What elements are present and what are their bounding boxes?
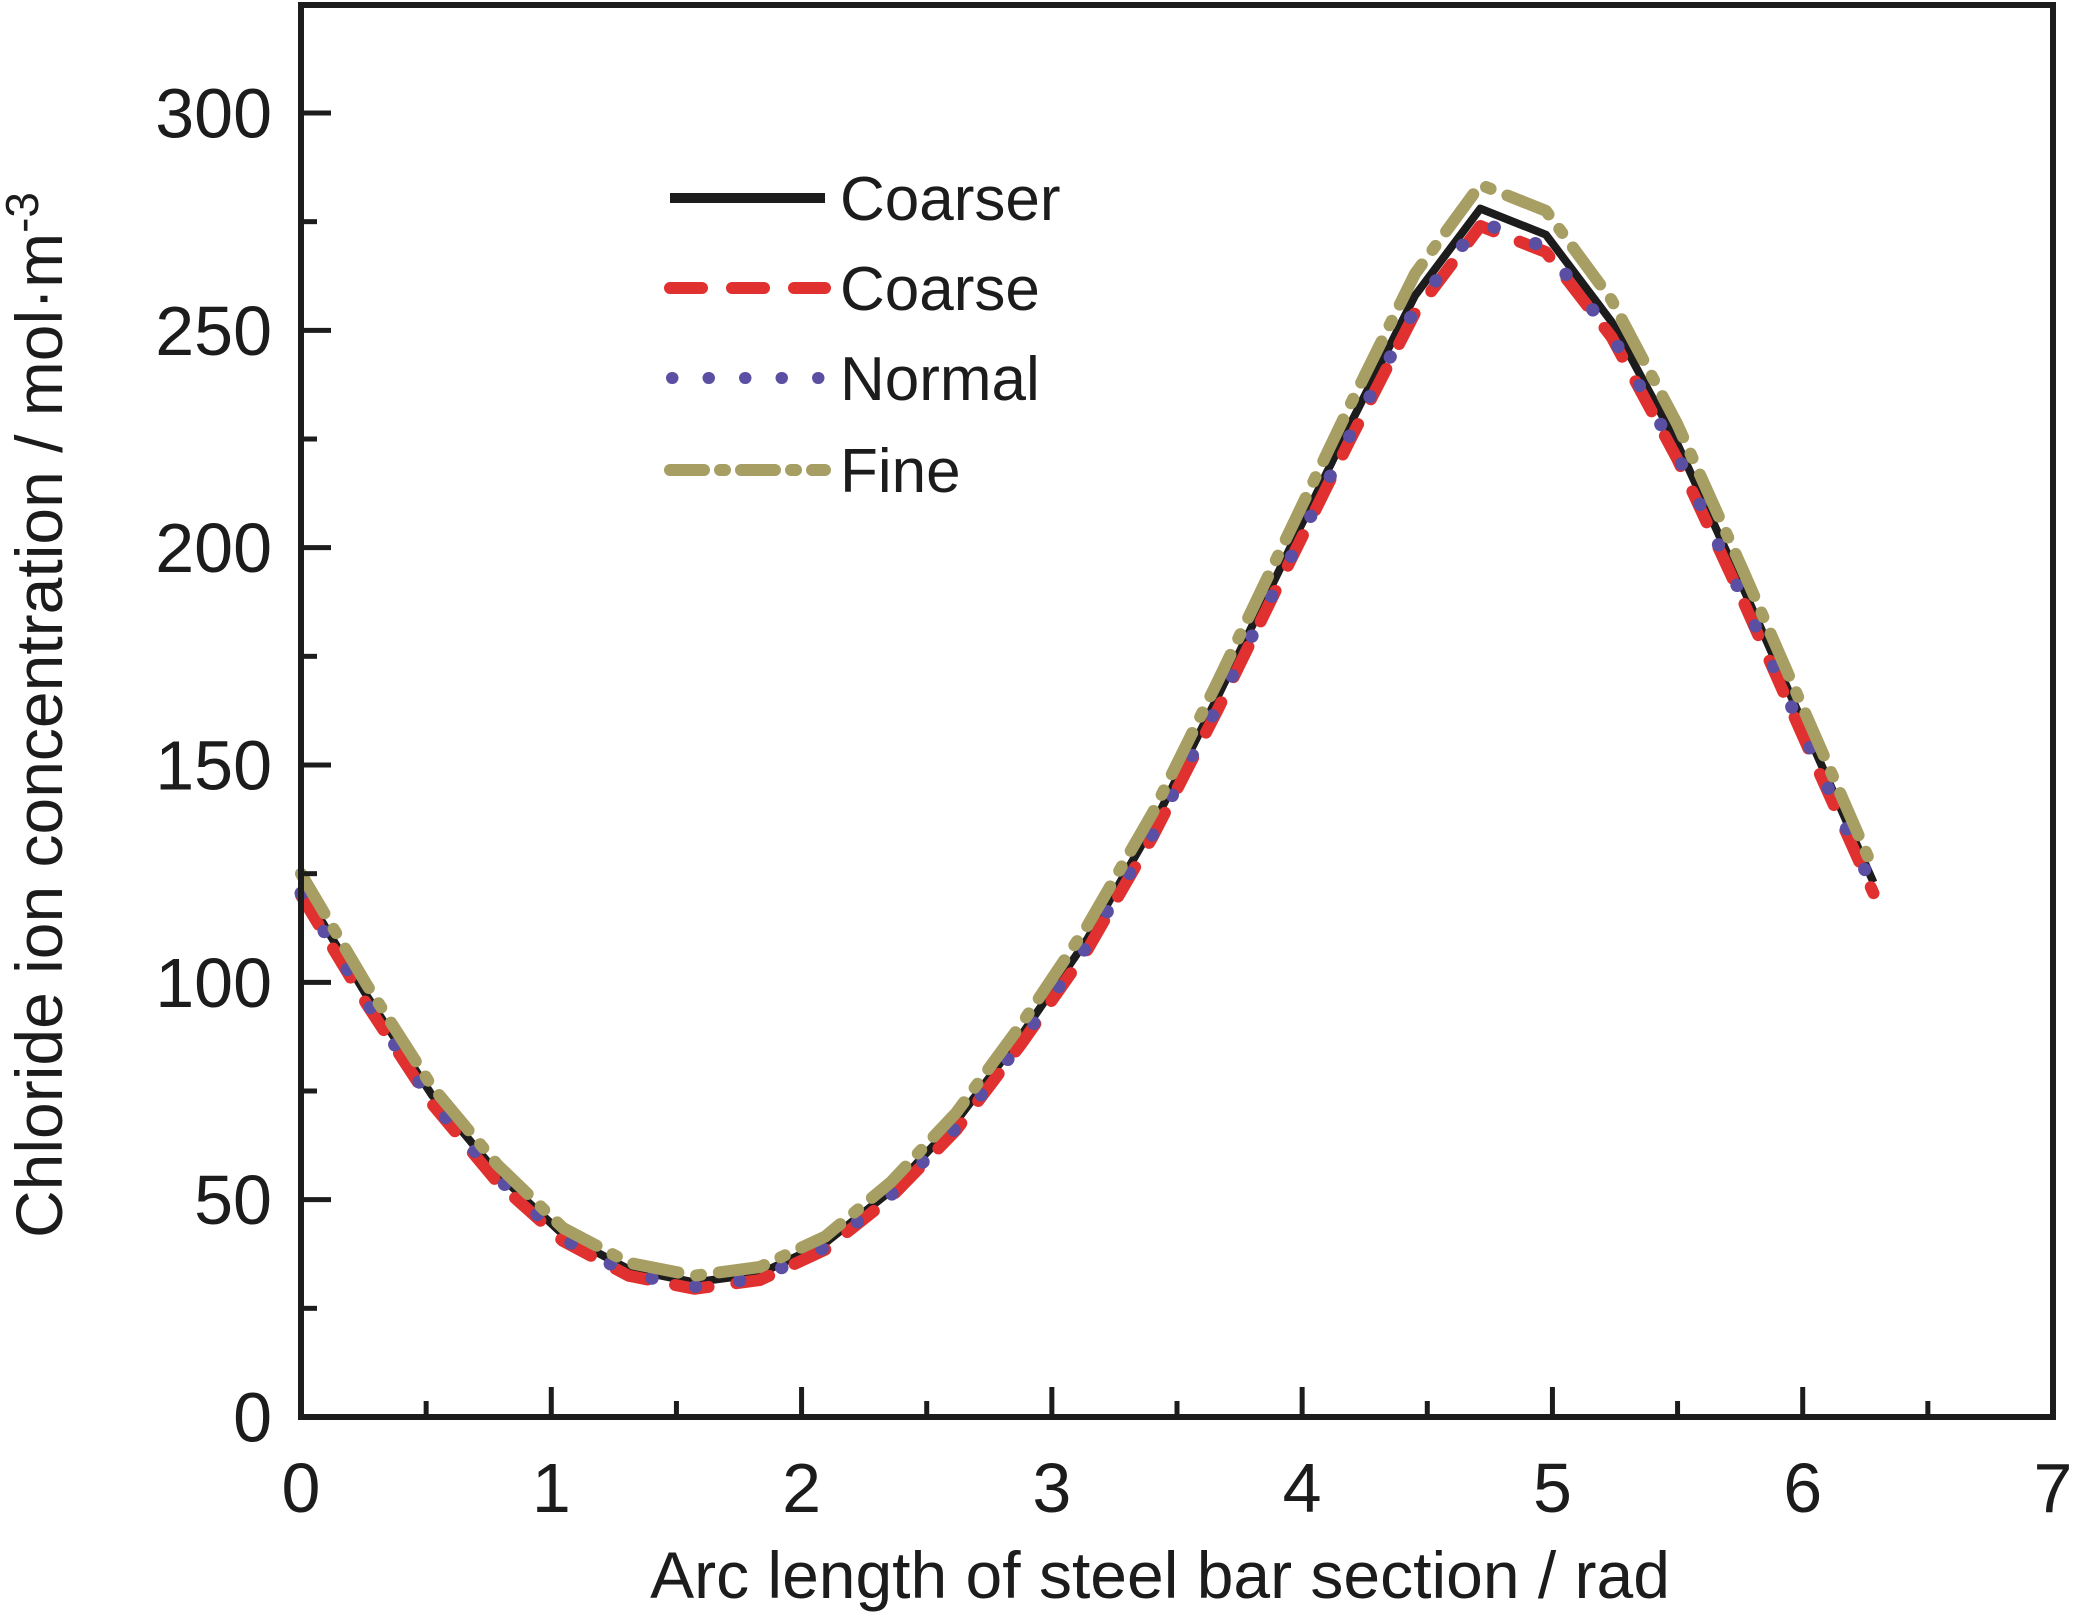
- x-tick-label: 3: [1032, 1449, 1071, 1527]
- x-tick-label: 5: [1533, 1449, 1572, 1527]
- x-axis-title: Arc length of steel bar section / rad: [650, 1538, 1670, 1612]
- series-line-coarser: [297, 204, 1878, 1287]
- legend-label-normal: Normal: [840, 345, 1040, 414]
- x-axis-ticks: [298, 1387, 2056, 1417]
- legend: Coarser Coarse Normal Fine: [664, 165, 1061, 506]
- y-tick-label: 100: [155, 944, 272, 1022]
- y-tick-label: 300: [155, 75, 272, 153]
- series-line-fine: [295, 178, 1880, 1282]
- y-tick-label: 250: [155, 292, 272, 370]
- legend-label-coarser: Coarser: [840, 165, 1061, 234]
- x-tick-label: 1: [532, 1449, 571, 1527]
- y-tick-labels: 0 50 100 150 200 250 300: [155, 75, 272, 1457]
- y-axis-title: Chloride ion concentration / mol·m-3: [0, 192, 76, 1238]
- series-line-normal: [294, 215, 1880, 1294]
- y-tick-label: 200: [155, 509, 272, 587]
- y-axis-title-superscript: -3: [0, 192, 48, 233]
- x-tick-label: 2: [782, 1449, 821, 1527]
- y-tick-label: 50: [194, 1161, 272, 1239]
- legend-label-fine: Fine: [840, 437, 961, 506]
- x-tick-label: 0: [282, 1449, 321, 1527]
- y-axis-ticks: [301, 110, 331, 1420]
- legend-label-coarse: Coarse: [840, 255, 1040, 324]
- y-tick-label: 150: [155, 727, 272, 805]
- series-group: [294, 178, 1880, 1295]
- x-tick-labels: 0 1 2 3 4 5 6 7: [282, 1449, 2073, 1527]
- x-tick-label: 4: [1283, 1449, 1322, 1527]
- y-axis-title-main: Chloride ion concentration / mol·m: [2, 233, 76, 1238]
- y-tick-label: 0: [233, 1379, 272, 1457]
- x-tick-label: 6: [1783, 1449, 1822, 1527]
- x-tick-label: 7: [2034, 1449, 2073, 1527]
